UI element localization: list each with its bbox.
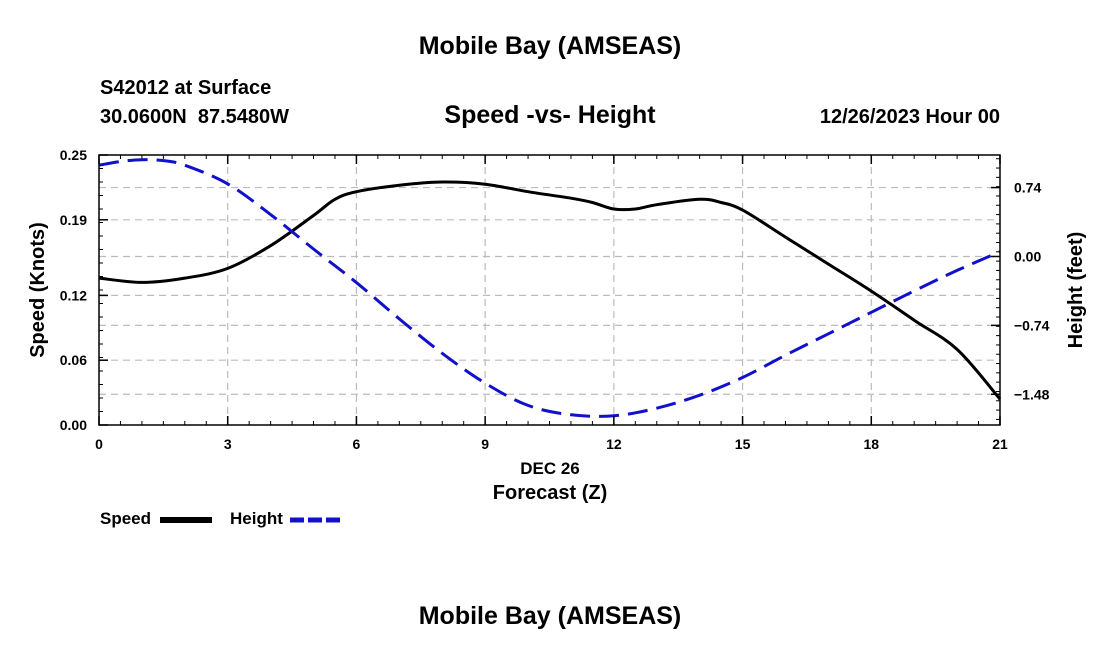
series-lines bbox=[98, 158, 1002, 418]
series-line-height bbox=[98, 158, 1001, 418]
y-right-tick-label: −1.48 bbox=[1014, 386, 1050, 402]
legend-height-swatch bbox=[290, 517, 344, 523]
x-tick-label: 21 bbox=[992, 436, 1008, 452]
series-line-speed bbox=[98, 180, 1002, 401]
legend-height-label: Height bbox=[230, 509, 283, 528]
x-axis-title: Forecast (Z) bbox=[492, 482, 608, 504]
x-tick-label: 0 bbox=[95, 436, 103, 452]
main-title-top: Mobile Bay (AMSEAS) bbox=[418, 32, 682, 60]
coordinates-label: 30.0600N 87.5480W bbox=[100, 106, 290, 128]
main-title-bottom: Mobile Bay (AMSEAS) bbox=[418, 602, 682, 630]
y-right-axis-title: Height (feet) bbox=[1065, 232, 1087, 349]
axis-ticks bbox=[98, 154, 1001, 426]
x-tick-label: 9 bbox=[481, 436, 489, 452]
x-tick-label: 18 bbox=[863, 436, 879, 452]
y-left-axis-title: Speed (Knots) bbox=[27, 222, 49, 358]
y-left-tick-label: 0.19 bbox=[60, 212, 87, 228]
legend-speed-swatch bbox=[160, 517, 212, 523]
x-tick-label: 3 bbox=[224, 436, 232, 452]
station-label: S42012 at Surface bbox=[100, 77, 272, 99]
y-right-tick-label: 0.00 bbox=[1014, 248, 1041, 264]
y-right-tick-label: 0.74 bbox=[1014, 180, 1041, 196]
datetime-label: 12/26/2023 Hour 00 bbox=[819, 106, 1000, 128]
y-left-tick-label: 0.12 bbox=[60, 287, 87, 303]
x-tick-label: 15 bbox=[735, 436, 751, 452]
legend-speed-label: Speed bbox=[100, 509, 152, 528]
x-tick-label: 12 bbox=[606, 436, 622, 452]
x-tick-label: 6 bbox=[353, 436, 361, 452]
y-right-tick-label: −0.74 bbox=[1014, 317, 1050, 333]
y-left-tick-label: 0.25 bbox=[60, 147, 87, 163]
grid-lines bbox=[99, 155, 1000, 425]
y-left-tick-label: 0.06 bbox=[60, 352, 87, 368]
chart-title: Speed -vs- Height bbox=[444, 101, 656, 129]
x-axis-date-label: DEC 26 bbox=[520, 459, 580, 478]
y-left-tick-label: 0.00 bbox=[60, 417, 87, 433]
tick-labels: 0 3 6 9 12 15 18 21 0.00 0.06 0.12 0.19 0.25 0.74 0.00… bbox=[60, 147, 1050, 452]
